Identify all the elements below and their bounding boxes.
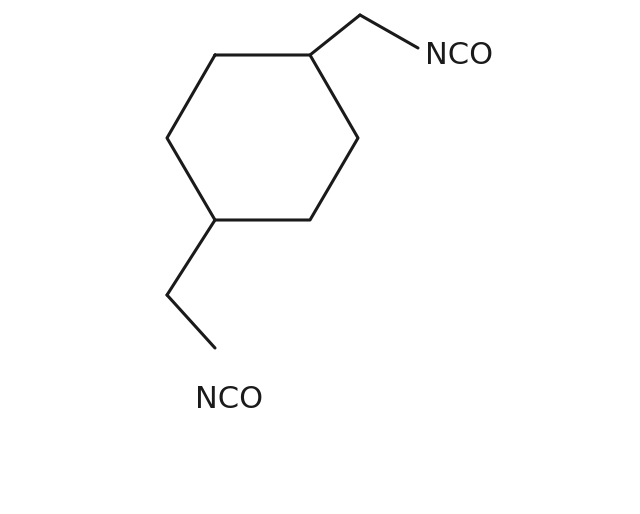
Text: NCO: NCO [425,41,493,69]
Text: NCO: NCO [195,385,263,414]
